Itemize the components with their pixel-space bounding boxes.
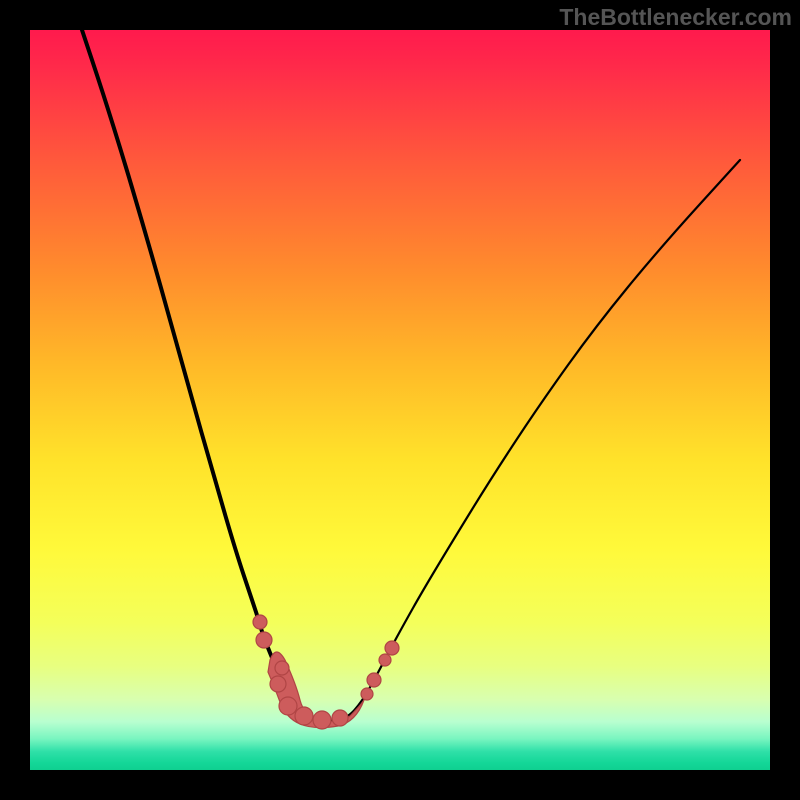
- chart-stage: TheBottlenecker.com: [0, 0, 800, 800]
- curve-overlay: [30, 30, 770, 770]
- plot-area: [30, 30, 770, 770]
- trough-marker-blob: [268, 652, 364, 729]
- bottleneck-curve-left: [72, 30, 326, 720]
- watermark-text: TheBottlenecker.com: [559, 4, 792, 31]
- bottleneck-curve-right: [326, 160, 740, 720]
